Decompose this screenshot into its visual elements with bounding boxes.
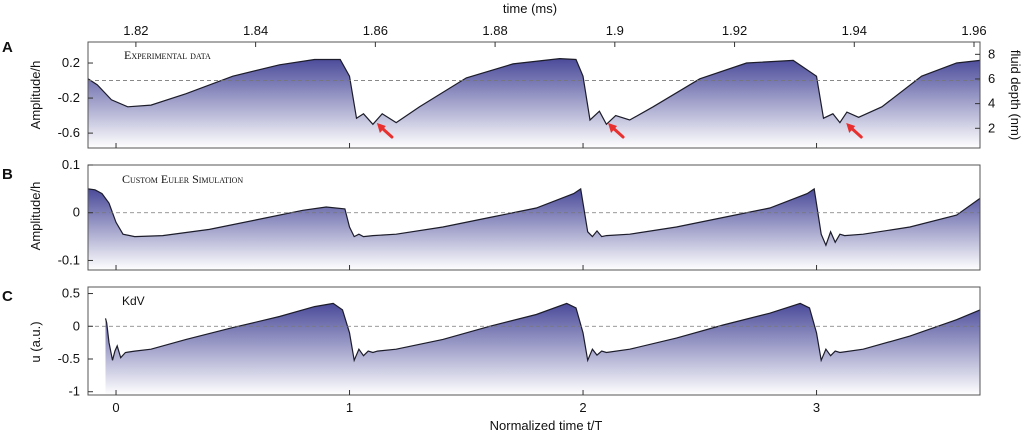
series-area: [105, 303, 980, 395]
panel-a: A Experimental data Amplitude/h fluid de…: [2, 23, 1023, 149]
panel-a-ticks: 0.2 -0.2 -0.6 8 6 4 2 1.82 1.84 1.86 1.88 1.9 1.92 1.…: [58, 23, 995, 148]
arrow-head: [846, 122, 856, 133]
top-x-tick-label: 1.92: [722, 23, 747, 38]
panel-a-frame: [87, 41, 981, 149]
y-tick-label: 0.2: [62, 55, 80, 70]
y-tick-label: 0.5: [62, 286, 80, 301]
panel-a-right-ylabel: fluid depth (nm): [1008, 50, 1023, 140]
panel-c-frame: [87, 286, 981, 396]
arrow-shaft: [849, 126, 863, 139]
panel-c-xlabel: Normalized time t/T: [490, 418, 603, 433]
arrow-head: [376, 122, 386, 133]
panel-letter-b: B: [2, 166, 13, 183]
panel-b-frame: [87, 164, 981, 271]
x-tick-label: 0: [112, 400, 119, 415]
series-line: [87, 187, 981, 247]
arrow-head: [608, 122, 618, 133]
panel-a-ylabel: Amplitude/h: [28, 61, 43, 130]
top-x-tick-label: 1.88: [482, 23, 507, 38]
series-area: [88, 58, 980, 148]
top-x-tick-label: 1.82: [123, 23, 148, 38]
y-tick-label: -1: [68, 384, 80, 399]
red-arrow-annotation: [376, 122, 394, 139]
series-line: [87, 57, 981, 126]
panel-letter-a: A: [2, 39, 13, 56]
x-tick-label: 1: [346, 400, 353, 415]
red-arrow-annotation: [608, 122, 625, 139]
series-area: [88, 188, 980, 270]
top-x-tick-label: 1.96: [961, 23, 986, 38]
panel-letter-c: C: [2, 288, 13, 305]
x-tick-label: 2: [579, 400, 586, 415]
panel-a-title: Experimental data: [124, 48, 211, 62]
y-tick-label: -0.1: [58, 252, 80, 267]
panel-b-ylabel: Amplitude/h: [28, 182, 43, 251]
y-tick-label: 0: [73, 205, 80, 220]
panel-c: C KdV u (a.u.) 0.5 0 -0.5 -1 0 1 2 3 Normalized…: [2, 286, 981, 433]
panel-a-plot: [87, 57, 981, 148]
y-tick-label: 0: [73, 318, 80, 333]
panel-b: B Custom Euler Simulation Amplitude/h 0.…: [2, 157, 981, 271]
top-axis-label: time (ms): [503, 1, 557, 16]
y-tick-label: -0.5: [58, 351, 80, 366]
x-tick-label: 3: [813, 400, 820, 415]
top-x-tick-label: 1.9: [606, 23, 624, 38]
top-x-tick-label: 1.94: [842, 23, 867, 38]
top-x-tick-label: 1.84: [243, 23, 268, 38]
panel-c-ticks: 0.5 0 -0.5 -1 0 1 2 3: [58, 286, 821, 415]
panel-b-title: Custom Euler Simulation: [122, 172, 243, 186]
panel-b-plot: [87, 187, 981, 270]
panel-c-title: KdV: [122, 294, 145, 308]
right-y-tick-label: 2: [988, 120, 995, 135]
y-tick-label: -0.2: [58, 90, 80, 105]
panel-b-ticks: 0.1 0 -0.1: [58, 157, 818, 270]
red-arrow-annotation: [846, 122, 863, 139]
panel-c-plot: [88, 302, 981, 395]
right-y-tick-label: 4: [988, 96, 995, 111]
y-tick-label: -0.6: [58, 125, 80, 140]
right-y-tick-label: 8: [988, 46, 995, 61]
right-y-tick-label: 6: [988, 71, 995, 86]
y-tick-label: 0.1: [62, 157, 80, 172]
arrow-shaft: [611, 126, 625, 139]
top-x-tick-label: 1.86: [363, 23, 388, 38]
arrow-shaft: [380, 126, 394, 139]
panel-c-ylabel: u (a.u.): [28, 321, 43, 362]
